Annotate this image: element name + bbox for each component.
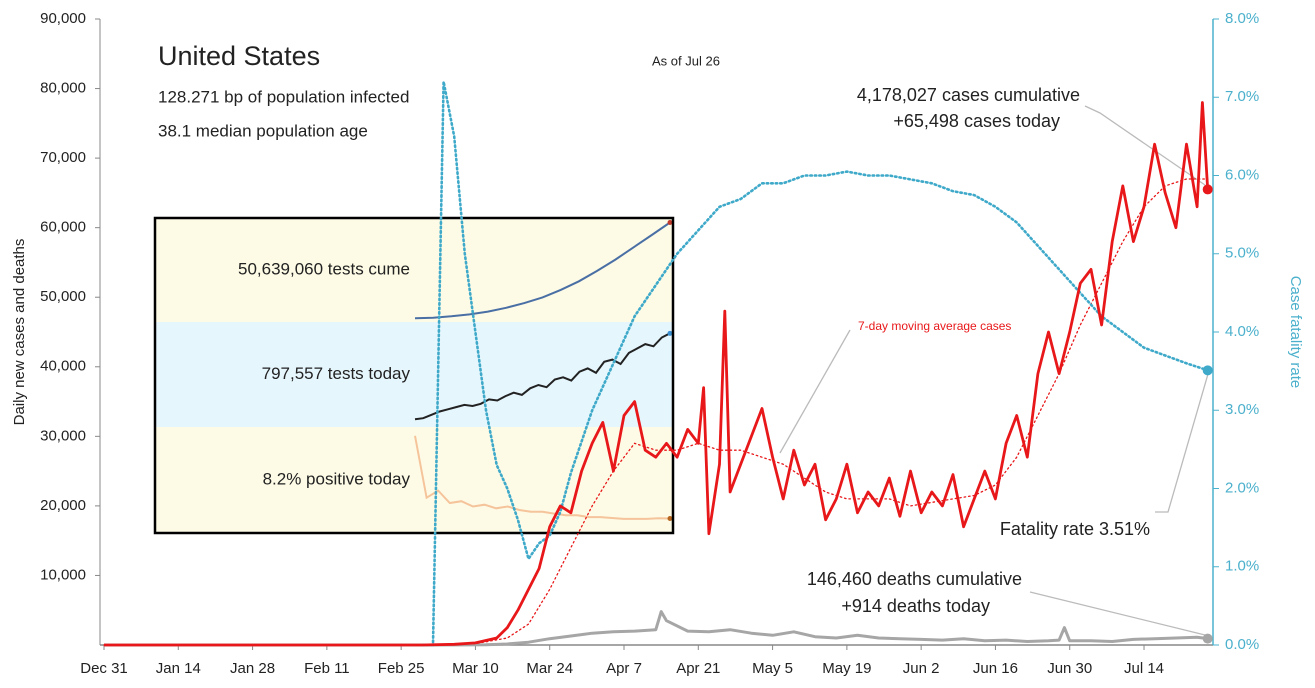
leader-line — [1084, 105, 1206, 186]
y2-tick-label: 5.0% — [1225, 245, 1259, 262]
leader-line — [1029, 591, 1206, 636]
annotation: 146,460 deaths cumulative — [807, 569, 1022, 589]
annotation: 7-day moving average cases — [858, 319, 1011, 333]
series-line — [421, 80, 1209, 647]
x-tick-label: Dec 31 — [80, 660, 128, 677]
series-line — [104, 610, 1208, 647]
y2-tick-label: 2.0% — [1225, 479, 1259, 496]
inset: 50,639,060 tests cume 797,557 tests today… — [153, 216, 675, 535]
annotation: +65,498 cases today — [893, 111, 1060, 131]
inset-end-marker — [667, 516, 673, 522]
inset-label: 797,557 tests today — [262, 364, 411, 383]
annotation: 4,178,027 cases cumulative — [857, 85, 1080, 105]
end-marker — [1202, 184, 1213, 195]
y-tick-label: 50,000 — [40, 288, 86, 305]
x-tick-label: Jun 2 — [903, 660, 940, 677]
y2-tick-label: 7.0% — [1225, 88, 1259, 105]
y-tick-label: 10,000 — [40, 566, 86, 583]
y2-tick-label: 8.0% — [1225, 10, 1259, 27]
y2-tick-label: 1.0% — [1225, 558, 1259, 575]
inset-band — [155, 427, 673, 533]
inset-frame — [153, 216, 675, 535]
y2-tick-label: 0.0% — [1225, 636, 1259, 653]
x-tick-label: Feb 11 — [304, 660, 350, 677]
leader-line — [1155, 373, 1209, 513]
x-tick-label: Jul 14 — [1124, 660, 1164, 677]
inset-end-marker — [667, 330, 673, 336]
date-note: As of Jul 26 — [652, 53, 720, 68]
note: 38.1 median population age — [158, 121, 368, 140]
annotation: Fatality rate 3.51% — [1000, 519, 1150, 539]
end-marker — [1202, 365, 1213, 376]
x-tick-label: Mar 10 — [452, 660, 499, 677]
y2-axis-label: Case fatality rate — [1287, 276, 1304, 389]
leader-line — [779, 329, 851, 454]
y-tick-label: 60,000 — [40, 219, 86, 236]
x-tick-label: Mar 24 — [526, 660, 573, 677]
inset-band — [155, 322, 673, 427]
inset-line — [414, 221, 671, 320]
y2-tick-label: 3.0% — [1225, 401, 1259, 418]
inset-line — [414, 435, 671, 520]
inset-label: 8.2% positive today — [263, 469, 411, 488]
x-tick-label: May 19 — [822, 660, 871, 677]
inset-band — [155, 218, 673, 322]
leader-lines — [779, 105, 1209, 636]
chart-title: United States — [158, 41, 320, 71]
annotation: +914 deaths today — [841, 596, 990, 616]
y-tick-label: 80,000 — [40, 80, 86, 97]
y-axis-label: Daily new cases and deaths — [11, 239, 28, 426]
series-line — [104, 101, 1210, 647]
x-tick-label: Jan 28 — [230, 660, 275, 677]
x-tick-label: Jun 30 — [1047, 660, 1092, 677]
y-tick-label: 40,000 — [40, 358, 86, 375]
end-marker — [1202, 633, 1213, 644]
x-tick-label: Apr 21 — [676, 660, 720, 677]
series-line — [103, 178, 1209, 646]
x-tick-label: Jan 14 — [156, 660, 201, 677]
note: 128.271 bp of population infected — [158, 87, 409, 106]
x-tick-label: Feb 25 — [378, 660, 425, 677]
y-tick-label: 90,000 — [40, 10, 86, 27]
y-tick-label: 30,000 — [40, 427, 86, 444]
y-tick-label: 70,000 — [40, 149, 86, 166]
x-tick-label: Jun 16 — [973, 660, 1018, 677]
y2-tick-label: 6.0% — [1225, 166, 1259, 183]
inset-end-marker — [667, 219, 673, 225]
x-tick-label: May 5 — [752, 660, 793, 677]
y2-tick-label: 4.0% — [1225, 323, 1259, 340]
inset-label: 50,639,060 tests cume — [238, 259, 410, 278]
y-tick-label: 20,000 — [40, 497, 86, 514]
inset-line — [414, 332, 671, 421]
x-tick-label: Apr 7 — [606, 660, 642, 677]
